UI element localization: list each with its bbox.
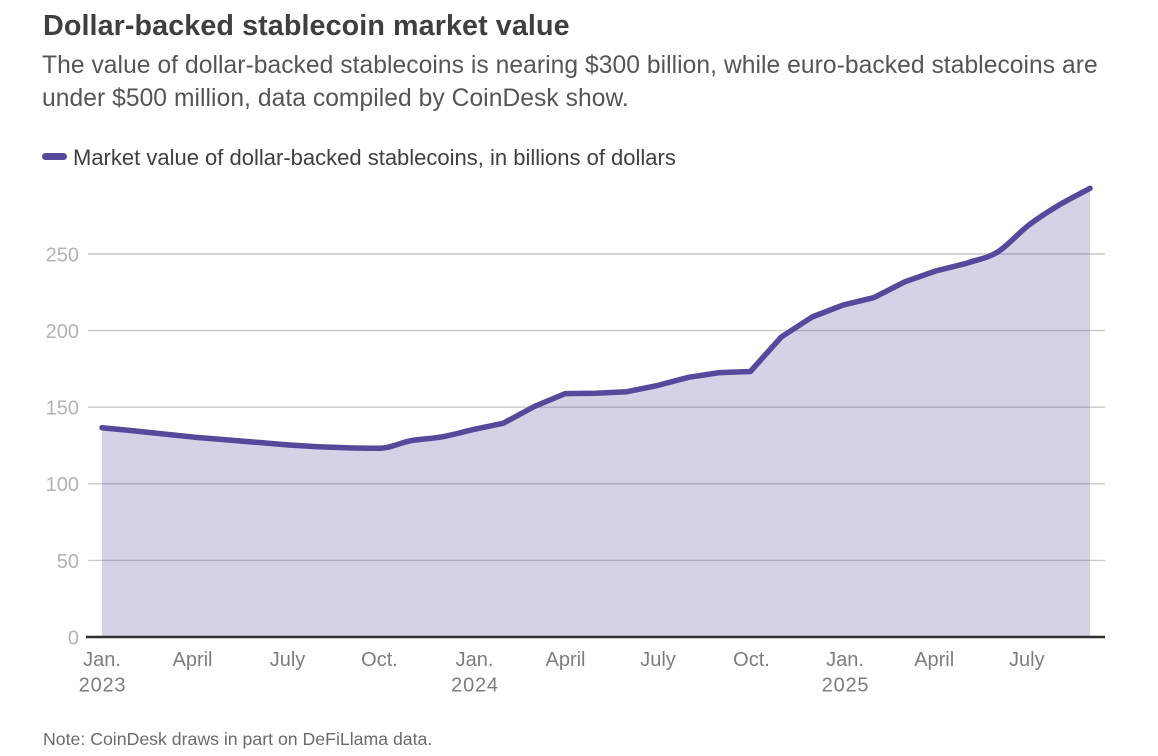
svg-text:2024: 2024 [451,675,499,697]
svg-text:Jan.: Jan. [456,649,494,671]
svg-text:250: 250 [46,245,79,267]
svg-text:200: 200 [46,321,79,343]
svg-text:0: 0 [68,627,79,649]
svg-text:July: July [1009,649,1045,671]
svg-text:2023: 2023 [79,675,127,697]
svg-text:July: July [270,649,306,671]
svg-text:July: July [640,649,676,671]
svg-text:Jan.: Jan. [83,649,121,671]
svg-text:April: April [172,649,212,671]
svg-text:Oct.: Oct. [733,649,770,671]
svg-text:50: 50 [57,551,79,573]
svg-text:Jan.: Jan. [826,649,864,671]
svg-text:Oct.: Oct. [361,649,398,671]
svg-text:2025: 2025 [822,675,870,697]
svg-text:100: 100 [46,474,79,496]
svg-text:150: 150 [46,398,79,420]
svg-text:April: April [914,649,954,671]
svg-text:April: April [545,649,585,671]
